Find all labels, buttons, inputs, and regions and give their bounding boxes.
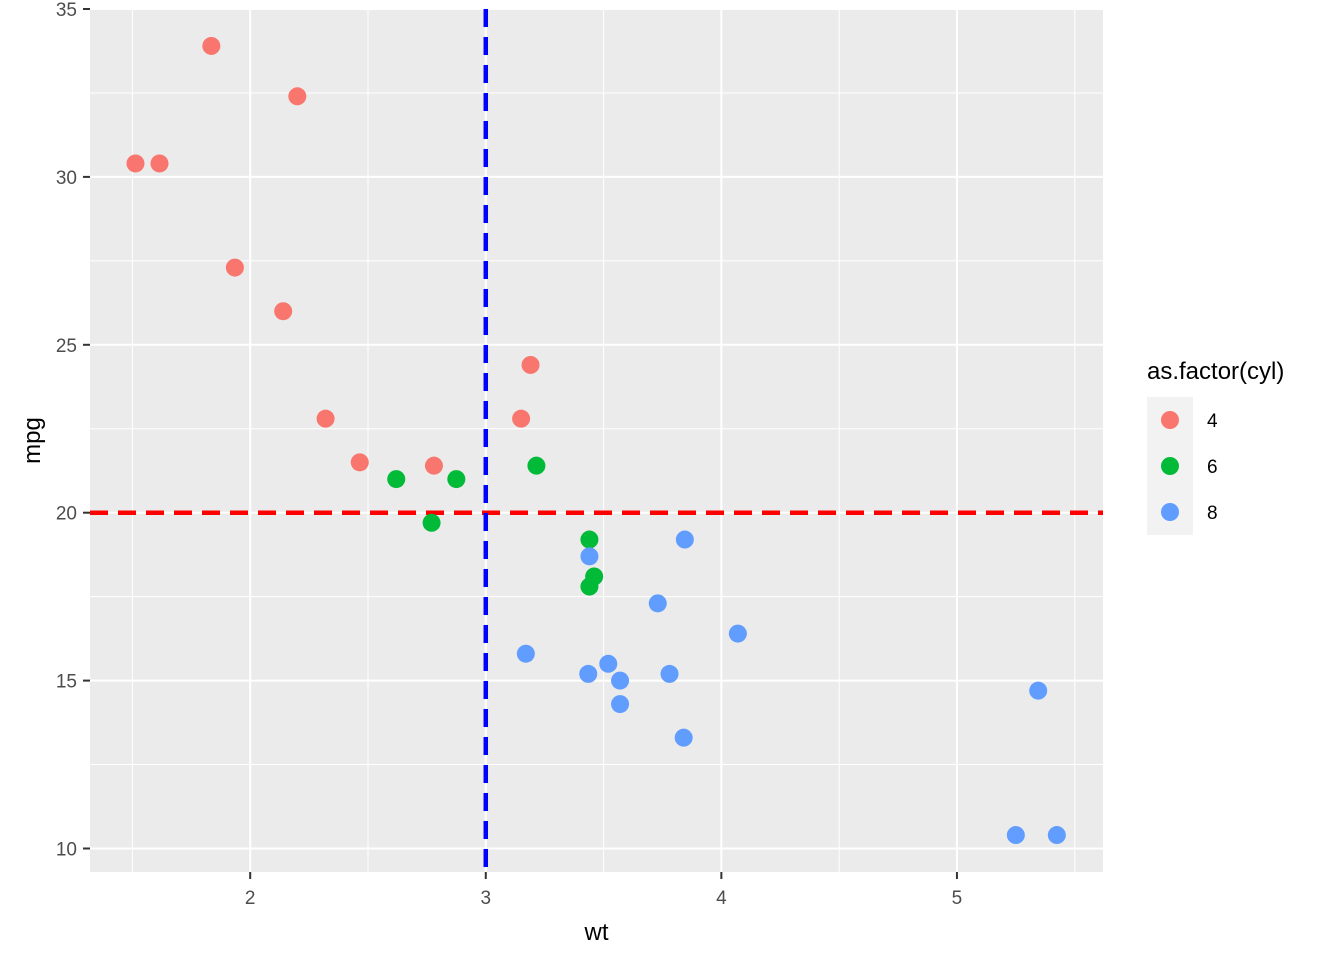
- data-point-cyl-8: [579, 664, 598, 683]
- data-point-cyl-6: [447, 470, 466, 489]
- x-tick-label: 3: [480, 888, 491, 909]
- data-point-cyl-8: [1047, 826, 1066, 845]
- data-point-cyl-4: [316, 409, 335, 428]
- data-point-cyl-8: [660, 664, 679, 683]
- x-axis-title: wt: [584, 919, 609, 946]
- y-tick-label: 10: [56, 839, 77, 860]
- x-tick-label: 5: [952, 888, 963, 909]
- y-tick-label: 25: [56, 336, 77, 357]
- data-point-cyl-4: [424, 456, 443, 475]
- data-point-cyl-6: [527, 456, 546, 475]
- legend-label-8: 8: [1207, 503, 1218, 524]
- data-point-cyl-8: [648, 594, 667, 613]
- data-point-cyl-8: [675, 530, 694, 549]
- plot-panel: [90, 9, 1103, 872]
- legend-key-6: [1161, 457, 1179, 475]
- data-point-cyl-8: [728, 624, 747, 643]
- legend-key-4: [1161, 411, 1179, 429]
- data-point-cyl-4: [521, 355, 540, 374]
- data-point-cyl-8: [599, 654, 618, 673]
- data-point-cyl-4: [512, 409, 531, 428]
- data-point-cyl-8: [674, 728, 693, 747]
- data-point-cyl-4: [126, 154, 145, 173]
- data-point-cyl-4: [202, 36, 221, 55]
- legend-label-4: 4: [1207, 411, 1218, 432]
- data-points: [126, 36, 1066, 845]
- y-tick-label: 20: [56, 504, 77, 525]
- y-tick-label: 15: [56, 672, 77, 693]
- data-point-cyl-8: [611, 671, 630, 690]
- y-axis-title: mpg: [19, 417, 46, 464]
- y-tick-label: 35: [56, 0, 77, 21]
- data-point-cyl-6: [585, 567, 604, 586]
- data-point-cyl-4: [288, 87, 307, 106]
- data-point-cyl-8: [1029, 681, 1048, 700]
- data-point-cyl-8: [516, 644, 535, 663]
- y-tick-label: 30: [56, 168, 77, 189]
- data-point-cyl-6: [580, 530, 599, 549]
- data-point-cyl-4: [225, 258, 244, 277]
- legend-label-6: 6: [1207, 457, 1218, 478]
- data-point-cyl-4: [350, 453, 369, 472]
- legend-key-8: [1161, 503, 1179, 521]
- data-point-cyl-6: [422, 513, 441, 532]
- legend-title: as.factor(cyl): [1147, 358, 1284, 385]
- reference-lines: [90, 9, 1103, 872]
- axes: 2 3 4 5 10 15 20 25 30 35: [56, 0, 962, 909]
- x-tick-label: 2: [245, 888, 256, 909]
- legend: as.factor(cyl) 4 6 8: [1147, 358, 1284, 535]
- minor-grid: [90, 9, 1103, 872]
- data-point-cyl-8: [1006, 826, 1025, 845]
- data-point-cyl-4: [150, 154, 169, 173]
- data-point-cyl-6: [387, 470, 406, 489]
- data-point-cyl-8: [580, 547, 599, 566]
- data-point-cyl-8: [611, 695, 630, 714]
- x-tick-label: 4: [716, 888, 727, 909]
- data-point-cyl-4: [274, 302, 293, 321]
